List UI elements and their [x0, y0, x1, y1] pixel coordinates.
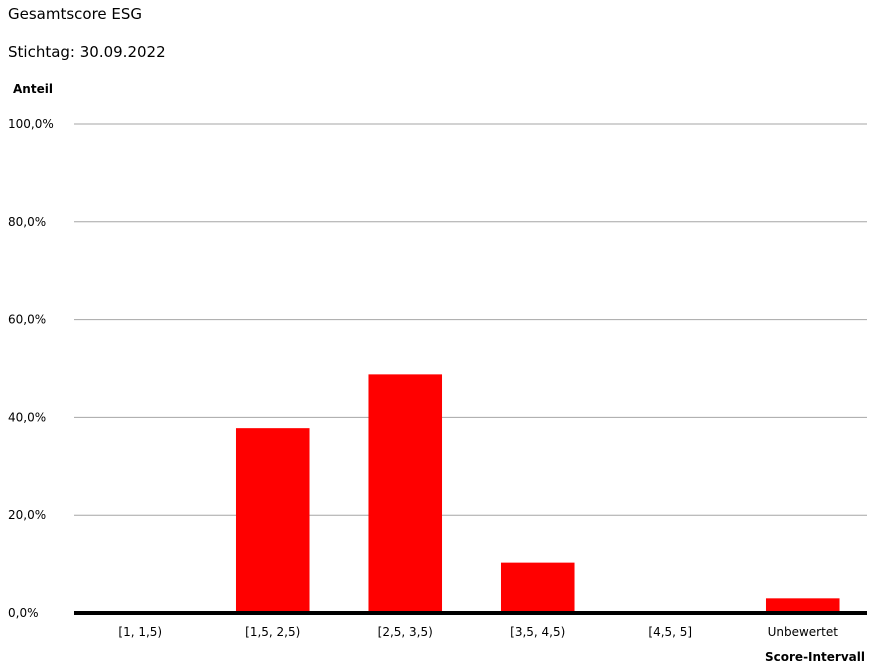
y-tick-label: 40,0% [8, 410, 46, 424]
bar [235, 428, 310, 613]
x-axis-ticks: [1, 1,5) [1,5, 2,5) [2,5, 3,5) [3,5, 4,5) [4… [118, 625, 838, 639]
x-axis-label: Score-Intervall [765, 650, 865, 664]
bar [368, 374, 443, 613]
x-tick-label: [3,5, 4,5) [510, 625, 565, 639]
y-axis-label: Anteil [13, 82, 53, 96]
gridlines [74, 123, 867, 516]
y-tick-label: 80,0% [8, 215, 46, 229]
bars [235, 374, 840, 613]
bar [765, 598, 840, 613]
bar [500, 562, 575, 613]
y-tick-label: 20,0% [8, 508, 46, 522]
x-tick-label: [1, 1,5) [118, 625, 162, 639]
y-tick-label: 60,0% [8, 313, 46, 327]
x-tick-label: [4,5, 5] [648, 625, 692, 639]
x-tick-label: [1,5, 2,5) [245, 625, 300, 639]
y-axis-ticks: 0,0% 20,0% 40,0% 60,0% 80,0% 100,0% [8, 117, 54, 620]
x-tick-label: Unbewertet [768, 625, 839, 639]
y-tick-label: 0,0% [8, 606, 39, 620]
chart-subtitle: Stichtag: 30.09.2022 [8, 43, 166, 61]
x-tick-label: [2,5, 3,5) [378, 625, 433, 639]
y-tick-label: 100,0% [8, 117, 54, 131]
chart-title: Gesamtscore ESG [8, 5, 143, 23]
